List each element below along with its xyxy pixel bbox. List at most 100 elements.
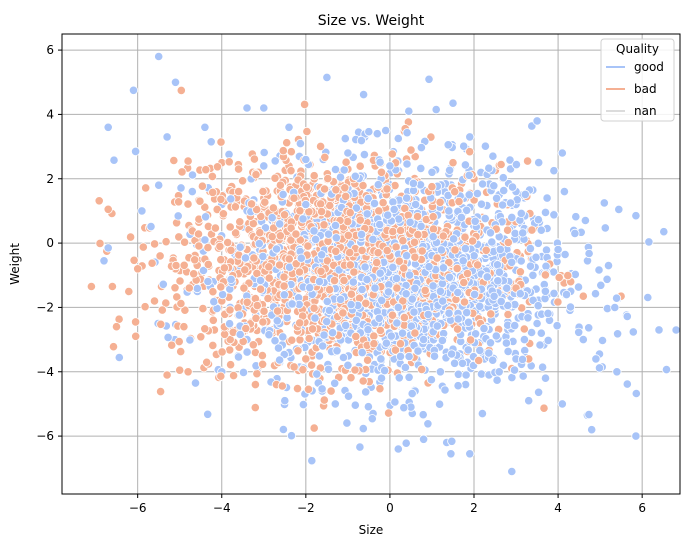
- point-good: [491, 193, 502, 203]
- point-bad: [194, 241, 204, 251]
- point-good: [482, 272, 492, 282]
- point-bad: [226, 360, 236, 370]
- point-good: [363, 402, 373, 412]
- point-bad: [103, 204, 113, 214]
- point-good: [322, 72, 332, 83]
- legend-label-bad: bad: [634, 82, 657, 96]
- point-good: [462, 205, 472, 215]
- x-tick-label: 6: [638, 501, 646, 515]
- point-bad: [331, 185, 341, 195]
- point-bad: [203, 259, 213, 269]
- point-bad: [286, 235, 296, 245]
- point-good: [259, 103, 269, 113]
- point-bad: [522, 156, 533, 166]
- point-good: [103, 122, 113, 132]
- point-bad: [298, 365, 308, 375]
- point-good: [631, 388, 641, 399]
- point-bad: [503, 237, 513, 248]
- point-good: [494, 267, 504, 277]
- point-good: [448, 234, 459, 244]
- point-good: [235, 242, 245, 252]
- point-good: [573, 282, 584, 292]
- point-bad: [459, 297, 470, 307]
- point-good: [314, 276, 325, 287]
- point-bad: [95, 238, 105, 248]
- point-bad: [343, 230, 353, 240]
- point-good: [395, 351, 406, 361]
- point-good: [526, 327, 537, 338]
- point-bad: [183, 367, 193, 377]
- point-bad: [218, 209, 228, 219]
- point-bad: [275, 180, 285, 190]
- point-good: [271, 244, 282, 254]
- point-bad: [289, 193, 299, 203]
- point-good: [570, 228, 580, 238]
- point-bad: [147, 258, 157, 268]
- point-good: [397, 328, 408, 338]
- point-bad: [167, 340, 177, 350]
- point-good: [305, 283, 315, 293]
- point-bad: [258, 317, 268, 327]
- point-bad: [161, 237, 171, 247]
- point-bad: [338, 308, 348, 318]
- point-bad: [172, 292, 182, 302]
- point-bad: [226, 245, 236, 255]
- point-good: [654, 325, 664, 335]
- point-good: [376, 373, 387, 383]
- point-good: [495, 244, 505, 254]
- point-bad: [291, 229, 301, 239]
- point-good: [444, 206, 454, 216]
- point-bad: [286, 223, 296, 233]
- point-bad: [452, 324, 463, 334]
- point-good: [388, 197, 398, 207]
- x-tick-label: 4: [554, 501, 562, 515]
- point-good: [423, 309, 433, 319]
- point-bad: [486, 309, 496, 319]
- point-good: [273, 343, 284, 353]
- point-good: [525, 261, 536, 271]
- point-good: [272, 316, 282, 326]
- point-good: [394, 373, 404, 383]
- point-good: [358, 423, 368, 434]
- point-good: [622, 379, 632, 389]
- point-bad: [217, 347, 227, 357]
- point-bad: [410, 328, 420, 338]
- point-good: [594, 363, 605, 373]
- point-good: [510, 320, 520, 331]
- point-good: [532, 318, 542, 329]
- point-bad: [257, 350, 267, 361]
- point-bad: [323, 174, 333, 184]
- point-good: [310, 234, 321, 244]
- point-bad: [539, 403, 549, 413]
- point-good: [509, 365, 520, 375]
- point-bad: [207, 171, 217, 181]
- point-good: [644, 237, 654, 247]
- point-good: [413, 346, 423, 356]
- point-bad: [345, 208, 355, 218]
- point-bad: [195, 196, 205, 206]
- point-good: [287, 299, 297, 309]
- point-bad: [286, 147, 296, 157]
- point-bad: [303, 384, 314, 394]
- point-good: [312, 369, 322, 379]
- point-good: [429, 351, 440, 361]
- point-good: [631, 431, 641, 441]
- point-bad: [481, 245, 491, 255]
- point-good: [374, 313, 384, 323]
- point-good: [456, 212, 466, 222]
- point-good: [404, 372, 414, 382]
- point-bad: [399, 263, 409, 273]
- point-good: [622, 311, 632, 321]
- point-good: [201, 212, 211, 222]
- point-good: [200, 235, 210, 245]
- point-bad: [170, 283, 180, 293]
- point-good: [330, 378, 340, 388]
- point-bad: [435, 197, 445, 207]
- point-bad: [496, 159, 506, 170]
- point-good: [158, 279, 168, 289]
- point-bad: [319, 184, 330, 194]
- point-good: [203, 409, 213, 419]
- point-bad: [86, 281, 97, 292]
- point-good: [348, 277, 358, 287]
- legend-label-good: good: [634, 60, 664, 74]
